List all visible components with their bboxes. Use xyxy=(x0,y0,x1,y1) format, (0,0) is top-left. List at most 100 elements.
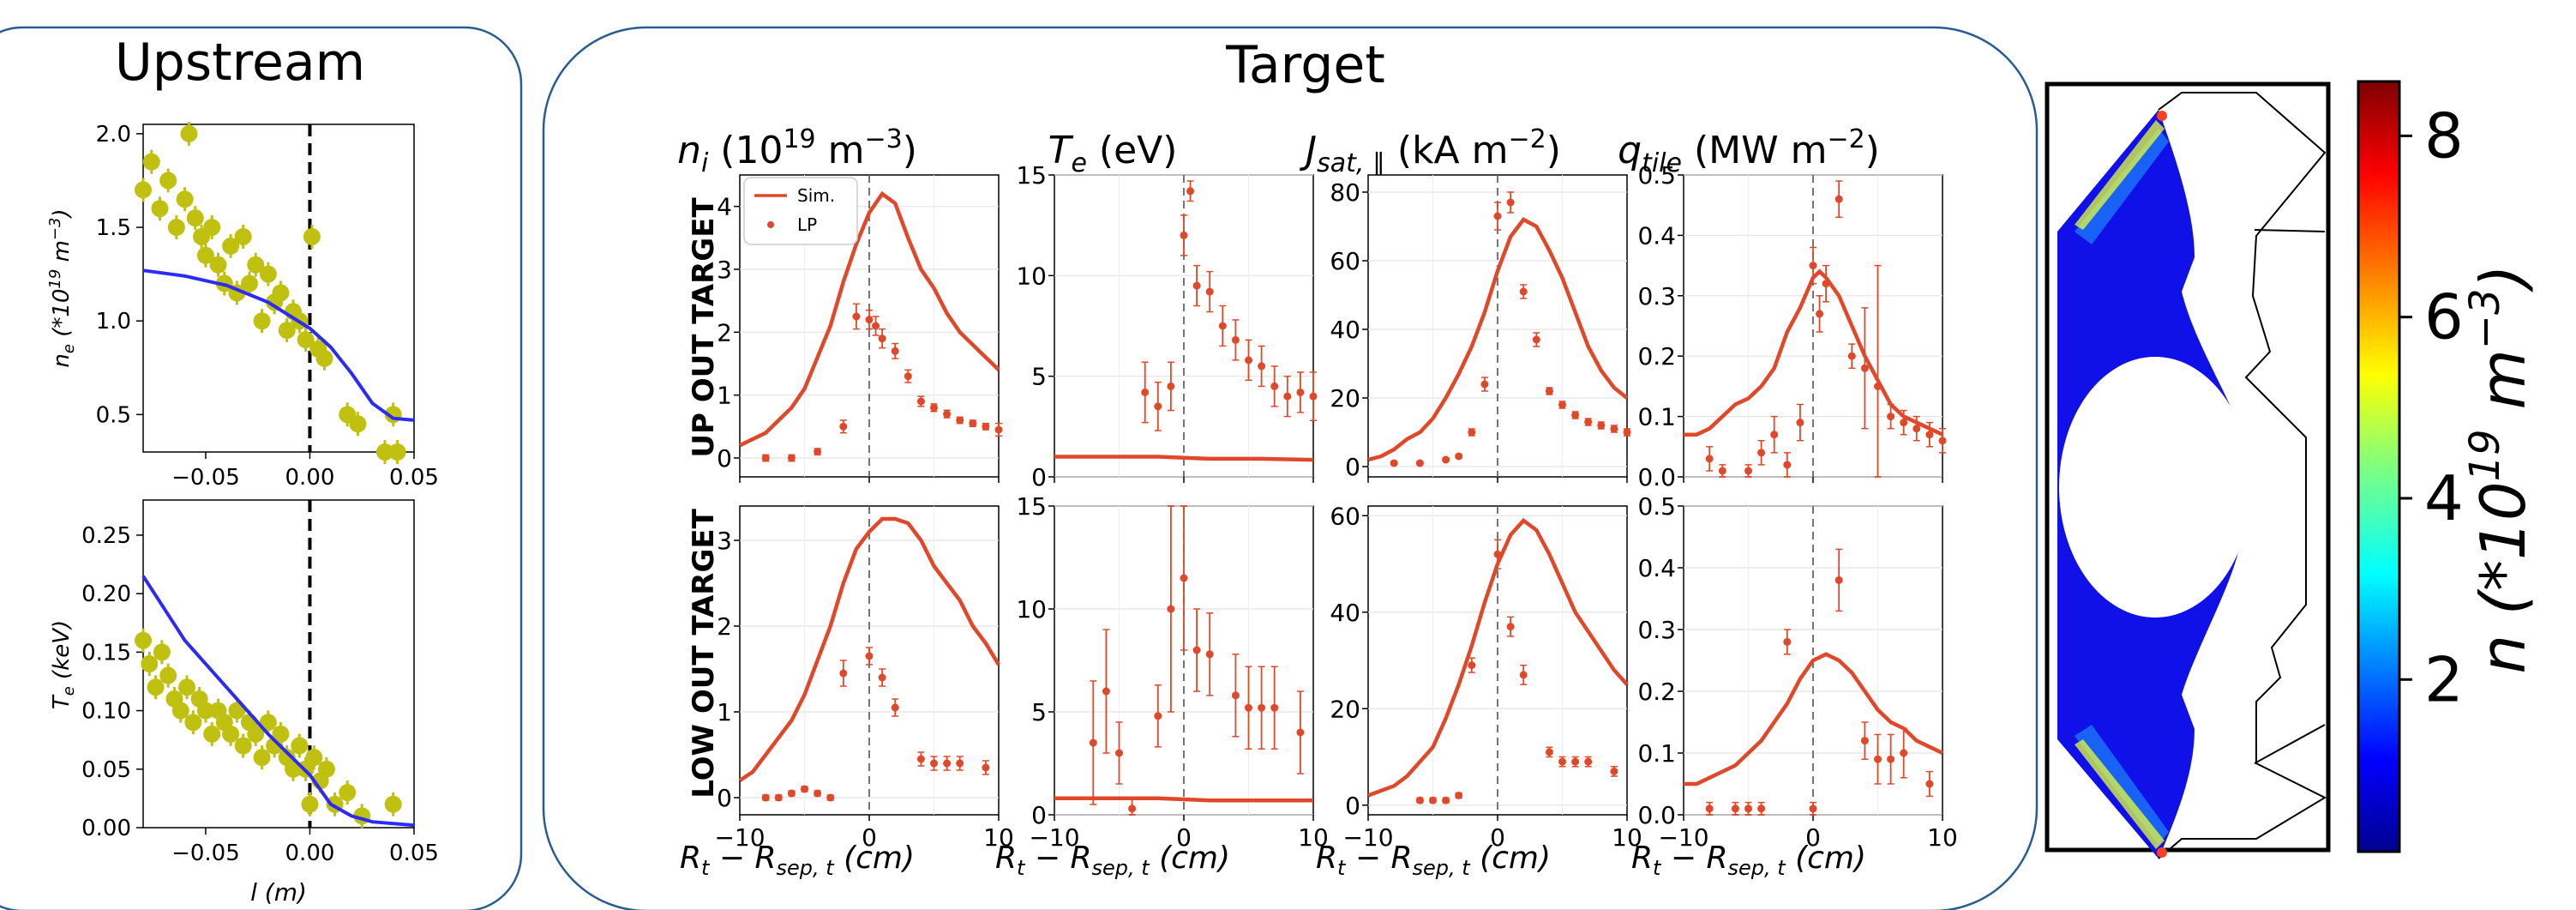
data-point xyxy=(259,265,277,283)
y-tick-label: 0 xyxy=(1345,453,1360,481)
lp-point xyxy=(1558,401,1566,409)
upper-leg-glow xyxy=(2075,129,2169,244)
lp-point xyxy=(982,763,990,772)
colorbar-gradient xyxy=(2357,80,2401,853)
y-tick-label: 0.3 xyxy=(1637,616,1676,644)
lp-point xyxy=(1519,287,1528,296)
xlabel-col1: Rt − Rsep, t (cm) xyxy=(680,841,915,880)
lp-point xyxy=(1167,605,1175,613)
lp-point xyxy=(982,422,990,431)
lp-point xyxy=(1783,461,1792,469)
lp-point xyxy=(1128,805,1137,813)
data-point xyxy=(203,725,221,743)
lp-point xyxy=(1258,362,1266,371)
y-tick-label: 1.5 xyxy=(96,215,131,241)
lp-point xyxy=(1874,755,1882,763)
upstream-te-panel: 0.00 0.05 0.10 0.15 0.20 0.25 −0.05 0.00 0.05 T… xyxy=(49,499,439,907)
x-tick-label: 0.05 xyxy=(389,841,439,866)
lp-point xyxy=(1270,703,1279,712)
lp-point xyxy=(1468,661,1476,670)
lp-point xyxy=(1597,421,1606,430)
lp-point xyxy=(1623,428,1631,437)
density-map xyxy=(2045,81,2331,859)
y-tick-label: 0.10 xyxy=(81,699,131,725)
lp-point xyxy=(1455,792,1463,799)
data-point xyxy=(339,784,357,802)
lp-point xyxy=(1180,574,1188,582)
colorbar-label: n (*1019 m−3) xyxy=(2461,264,2539,673)
y-tick-label: 15 xyxy=(1016,492,1047,521)
lp-point xyxy=(1205,650,1214,659)
sim-line xyxy=(1684,268,1943,437)
y-tick-label: 5 xyxy=(1031,698,1047,726)
y-tick-label: 0.0 xyxy=(1637,463,1676,491)
upper-strike-point xyxy=(2157,111,2167,121)
data-point xyxy=(234,737,252,755)
data-point xyxy=(167,219,185,237)
lp-point xyxy=(916,397,925,406)
lp-point xyxy=(1532,335,1540,344)
lp-point xyxy=(1258,703,1266,712)
lp-point xyxy=(761,454,770,462)
data-point xyxy=(305,749,323,767)
upstream-ne-xticks: −0.05 0.00 0.05 xyxy=(171,452,439,491)
y-tick-label: 40 xyxy=(1330,316,1360,344)
lp-point xyxy=(1900,419,1908,427)
column-title-qtile: qtile (MW m−2) xyxy=(1618,124,1880,178)
lp-point xyxy=(1519,671,1528,679)
lp-point xyxy=(1493,212,1502,220)
x-tick-label: 10 xyxy=(1298,823,1329,852)
lp-point xyxy=(1744,805,1752,813)
lp-point xyxy=(839,422,848,431)
x-tick-label: 0.00 xyxy=(285,841,335,866)
lp-point xyxy=(994,425,1003,434)
lp-point xyxy=(1390,459,1398,467)
lp-point xyxy=(1705,805,1714,813)
lp-point xyxy=(839,669,848,678)
data-point xyxy=(171,702,189,720)
lp-point xyxy=(1480,380,1489,389)
y-tick-label: 20 xyxy=(1330,695,1360,723)
target-panel-low_q: 0.0 0.1 0.2 0.3 0.4 0.5 −10 0 10 xyxy=(1637,492,1957,852)
y-tick-label: 0.00 xyxy=(81,816,131,841)
colorbar-tick-label: 6 xyxy=(2424,281,2464,353)
y-tick-label: 20 xyxy=(1330,384,1360,413)
plasma-core xyxy=(2059,357,2251,618)
lp-point xyxy=(1102,687,1110,696)
sim-line xyxy=(1684,652,1943,786)
x-tick-label: 10 xyxy=(1612,823,1642,852)
lp-point xyxy=(1442,796,1450,805)
lp-point xyxy=(1468,428,1476,437)
upstream-te-xticks: −0.05 0.00 0.05 xyxy=(171,828,439,866)
lp-point xyxy=(1938,437,1947,445)
data-point xyxy=(186,209,204,227)
lp-point xyxy=(865,316,874,324)
upstream-ne-yticks: 0.5 1.0 1.5 2.0 xyxy=(96,122,143,428)
xlabel-col3: Rt − Rsep, t (cm) xyxy=(1316,841,1551,880)
y-tick-label: 0.1 xyxy=(1637,739,1676,768)
xlabel-col2: Rt − Rsep, t (cm) xyxy=(995,841,1230,880)
y-tick-label: 0.4 xyxy=(1637,554,1676,582)
x-tick-label: 0 xyxy=(1176,823,1192,852)
target-panel-up_q: 0.0 0.1 0.2 0.3 0.4 0.5 xyxy=(1637,161,1947,491)
legend-lp-swatch xyxy=(767,221,774,228)
lp-point xyxy=(1415,796,1424,805)
target-panel-low_ni: 0 1 2 3 −10 0 10 xyxy=(714,505,1014,852)
lp-point xyxy=(814,789,822,798)
upstream-xlabel: l (m) xyxy=(250,878,307,907)
y-tick-label: 4 xyxy=(717,193,732,221)
target-panel-low_jsat: 0 20 40 60 −10 0 10 xyxy=(1330,502,1642,852)
data-point xyxy=(272,725,290,743)
y-tick-label: 10 xyxy=(1016,595,1047,624)
y-tick-label: 0.2 xyxy=(1637,342,1676,371)
y-tick-label: 3 xyxy=(717,256,732,284)
data-point xyxy=(375,443,393,461)
data-point xyxy=(196,702,214,720)
lp-point xyxy=(1545,387,1553,395)
y-tick-label: 0.3 xyxy=(1637,282,1676,310)
y-tick-label: 0.0 xyxy=(1637,801,1676,829)
target-panel-up_te: 0 5 10 15 xyxy=(1016,161,1318,491)
lp-point xyxy=(1231,335,1240,344)
lp-point xyxy=(872,322,880,330)
